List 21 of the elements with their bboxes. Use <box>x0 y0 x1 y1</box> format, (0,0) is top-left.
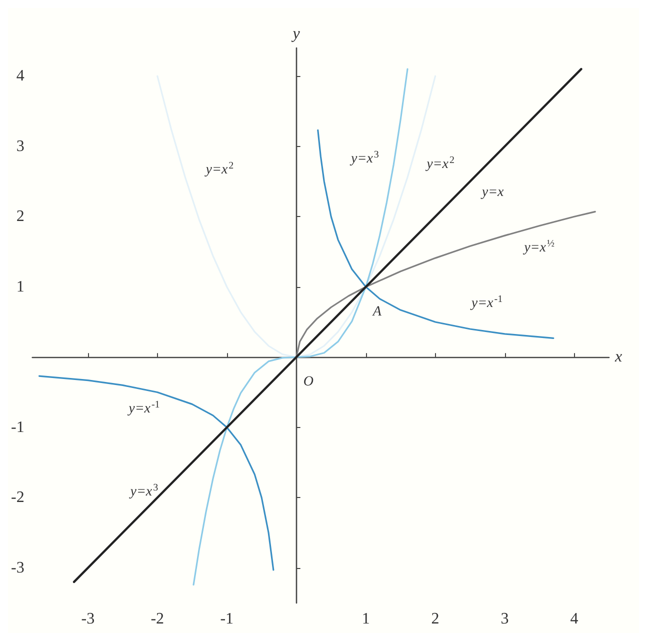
y-tick-label: 2 <box>16 208 24 226</box>
annotation: A <box>372 304 382 320</box>
x-tick-label: -3 <box>81 610 95 628</box>
line-series <box>296 210 596 358</box>
annotation: y=x <box>480 184 505 200</box>
y-tick-label: 1 <box>16 278 24 296</box>
y-tick-label: 3 <box>16 138 24 155</box>
x-tick-label: 3 <box>500 610 509 628</box>
x-tick-label: 1 <box>362 610 370 628</box>
x-axis-title: x <box>614 348 622 366</box>
y-tick-label: -3 <box>11 559 24 576</box>
x-tick-label: -1 <box>220 610 234 628</box>
x-tick-label: 4 <box>570 610 578 628</box>
y-axis-title: y <box>290 26 301 42</box>
y-tick-label: -2 <box>11 489 24 506</box>
y-tick-label: -1 <box>11 418 24 436</box>
line-series <box>192 68 408 586</box>
y-tick-label: 4 <box>16 68 24 85</box>
x-tick-label: 2 <box>431 610 440 628</box>
annotation: O <box>303 374 314 390</box>
x-tick-label: -2 <box>150 610 164 628</box>
